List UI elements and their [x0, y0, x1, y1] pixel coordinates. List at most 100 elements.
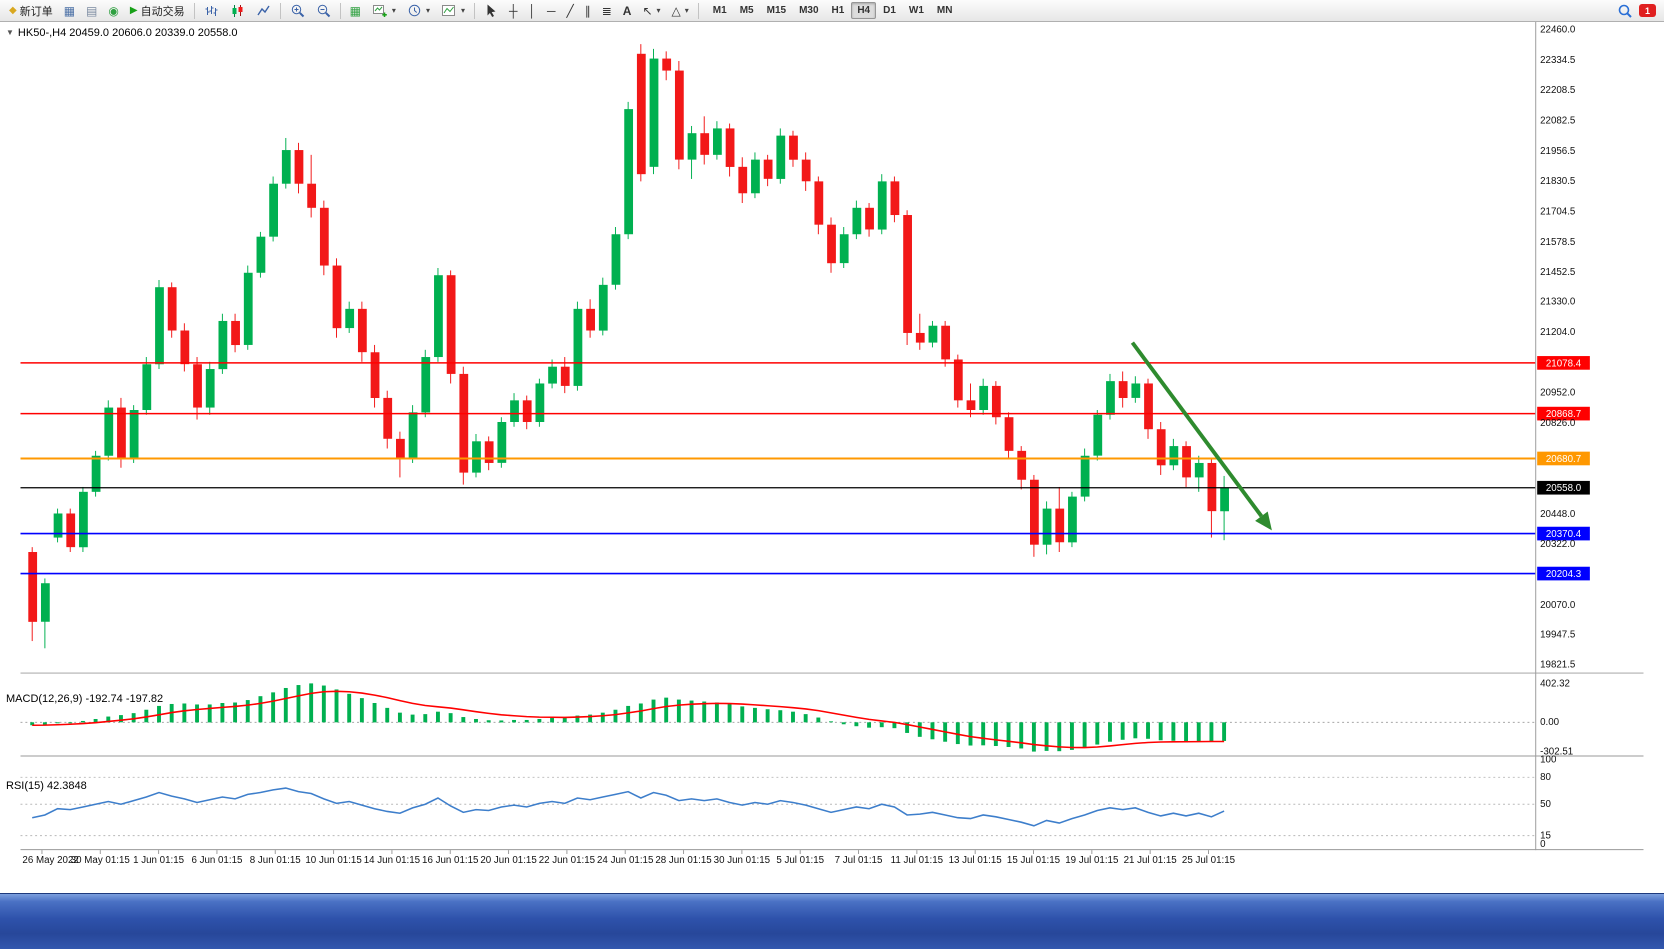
profiles-button[interactable]: ▤	[81, 1, 102, 21]
timeframe-button-m15[interactable]: M15	[766, 5, 787, 16]
macd-histogram-bar	[638, 703, 643, 723]
macd-histogram-bar	[461, 717, 466, 723]
candle-body	[459, 373, 469, 473]
candlestick-chart-button[interactable]	[225, 1, 250, 21]
autoscroll-button[interactable]: ▾	[402, 1, 435, 21]
macd-histogram-bar	[892, 722, 897, 729]
rsi-tick-label: 0	[1540, 839, 1546, 850]
chart-panel[interactable]: 21078.4 20868.7 20680.7 20558.0 20370.4 20204…	[0, 22, 1664, 893]
candle-body	[332, 265, 342, 329]
fibonacci-icon: ≣	[601, 3, 612, 18]
price-tag	[1537, 451, 1590, 466]
zoom-in-icon	[291, 4, 304, 18]
arrows-tool-button[interactable]: ↖ ▾	[637, 1, 665, 21]
candle-body	[827, 224, 836, 264]
candle-body	[725, 128, 735, 167]
new-chart-button[interactable]: ▾	[367, 1, 401, 21]
tile-windows-button[interactable]: ▦	[345, 1, 366, 21]
date-label: 20 Jun 01:15	[480, 855, 537, 866]
price-tag	[1537, 526, 1590, 541]
collapse-icon[interactable]: ▼	[6, 28, 14, 37]
time-axis[interactable]	[20, 850, 1536, 872]
candle-body	[1144, 383, 1153, 430]
price-tick-label: 21452.5	[1540, 267, 1576, 278]
timeframe-button-m1[interactable]: M1	[712, 5, 727, 16]
candle-body	[53, 513, 63, 538]
ohlc-bars-button[interactable]	[199, 1, 224, 21]
candle-body	[1068, 496, 1077, 543]
fibonacci-tool-button[interactable]: ≣	[597, 1, 617, 21]
horizontal-line-tool-button[interactable]: ─	[542, 1, 561, 21]
date-label: 7 Jul 01:15	[835, 855, 883, 866]
trend-arrow-head[interactable]	[1255, 511, 1272, 531]
timeframe-button-h1[interactable]: H1	[831, 5, 845, 16]
line-chart-button[interactable]	[251, 1, 276, 21]
macd-histogram-bar	[359, 698, 364, 723]
macd-histogram-bar	[689, 700, 694, 723]
trend-arrow-line[interactable]	[1130, 341, 1264, 518]
macd-histogram-bar	[613, 709, 618, 723]
macd-tick-label: -302.51	[1540, 747, 1573, 758]
macd-histogram-bar	[981, 722, 986, 746]
zoom-in-button[interactable]	[285, 1, 310, 21]
candle-body	[383, 397, 393, 439]
candle-body	[1004, 417, 1014, 451]
candle-body	[1131, 383, 1141, 398]
macd-histogram-bar	[309, 683, 314, 723]
windows-taskbar[interactable]	[0, 893, 1664, 949]
rsi-tick-label: 80	[1540, 772, 1551, 783]
macd-histogram-bar	[1019, 722, 1024, 749]
community-button[interactable]: ◉	[103, 1, 123, 21]
candle-body	[751, 159, 760, 194]
price-tag-label: 21078.4	[1546, 358, 1582, 369]
vertical-line-tool-button[interactable]: │	[523, 1, 541, 21]
price-tag-label: 20558.0	[1546, 483, 1582, 494]
timeframe-button-d1[interactable]: D1	[883, 5, 896, 16]
profiles-icon: ▤	[86, 3, 98, 18]
chart-window-button[interactable]: ▦	[59, 1, 80, 21]
timeframe-button-mn[interactable]: MN	[936, 5, 953, 16]
trendline-icon: ╱	[566, 3, 574, 18]
candle-body	[155, 287, 164, 365]
price-axis[interactable]	[1535, 22, 1644, 850]
candle-body	[484, 441, 494, 463]
search-icon[interactable]	[1617, 3, 1633, 19]
macd-histogram-bar	[207, 704, 212, 723]
timeframe-button-h4[interactable]: H4	[851, 2, 877, 19]
autotrading-button[interactable]: ▶ 自动交易	[125, 1, 190, 21]
macd-histogram-bar	[930, 722, 935, 740]
timeframe-button-m30[interactable]: M30	[799, 5, 819, 16]
macd-histogram-bar	[1171, 722, 1176, 741]
candle-body	[624, 109, 634, 235]
indicators-button[interactable]: ▾	[436, 1, 470, 21]
timeframe-button-m5[interactable]: M5	[739, 5, 754, 16]
toolbar-separator	[279, 2, 281, 19]
crosshair-tool-button[interactable]: ┼	[504, 1, 523, 21]
candle-body	[649, 58, 659, 167]
candle-body	[167, 287, 177, 331]
zoom-out-button[interactable]	[311, 1, 336, 21]
candle-body	[1080, 455, 1090, 497]
chart-canvas[interactable]: 21078.4 20868.7 20680.7 20558.0 20370.4 20204…	[0, 22, 1664, 893]
timeframe-button-w1[interactable]: W1	[908, 5, 924, 16]
candle-body	[40, 583, 50, 622]
channel-tool-button[interactable]: ∥	[580, 1, 596, 21]
candle-body	[421, 357, 431, 413]
candle-body	[1055, 508, 1065, 543]
macd-histogram-bar	[1146, 722, 1150, 739]
macd-histogram-bar	[867, 722, 872, 728]
shapes-tool-button[interactable]: △ ▾	[667, 1, 694, 21]
candle-body	[865, 207, 874, 230]
macd-histogram-bar	[550, 718, 555, 723]
cursor-tool-button[interactable]	[479, 1, 503, 21]
text-tool-button[interactable]: A	[618, 1, 637, 21]
candle-body	[1169, 446, 1179, 466]
notification-badge[interactable]: 1	[1639, 4, 1656, 17]
candle-body	[180, 330, 190, 365]
rsi-line	[32, 787, 1225, 827]
new-order-button[interactable]: ◆ 新订单	[4, 1, 58, 21]
candle-body	[991, 385, 1001, 418]
trendline-tool-button[interactable]: ╱	[562, 1, 579, 21]
macd-histogram-bar	[803, 714, 808, 723]
